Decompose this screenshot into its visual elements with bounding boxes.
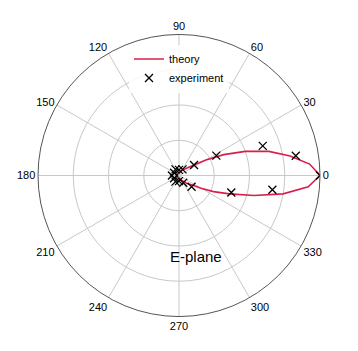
svg-text:180: 180 [17,169,35,181]
svg-text:60: 60 [251,41,263,53]
svg-text:120: 120 [89,41,107,53]
svg-text:theory: theory [169,53,200,65]
svg-text:270: 270 [170,320,188,332]
svg-text:E-plane: E-plane [170,248,222,265]
svg-text:90: 90 [173,20,185,32]
svg-text:210: 210 [36,246,54,258]
svg-text:experiment: experiment [169,72,223,84]
svg-text:330: 330 [303,246,321,258]
svg-text:150: 150 [36,96,54,108]
svg-text:30: 30 [303,96,315,108]
svg-text:240: 240 [89,301,107,313]
svg-text:0: 0 [323,169,329,181]
svg-text:300: 300 [251,301,269,313]
